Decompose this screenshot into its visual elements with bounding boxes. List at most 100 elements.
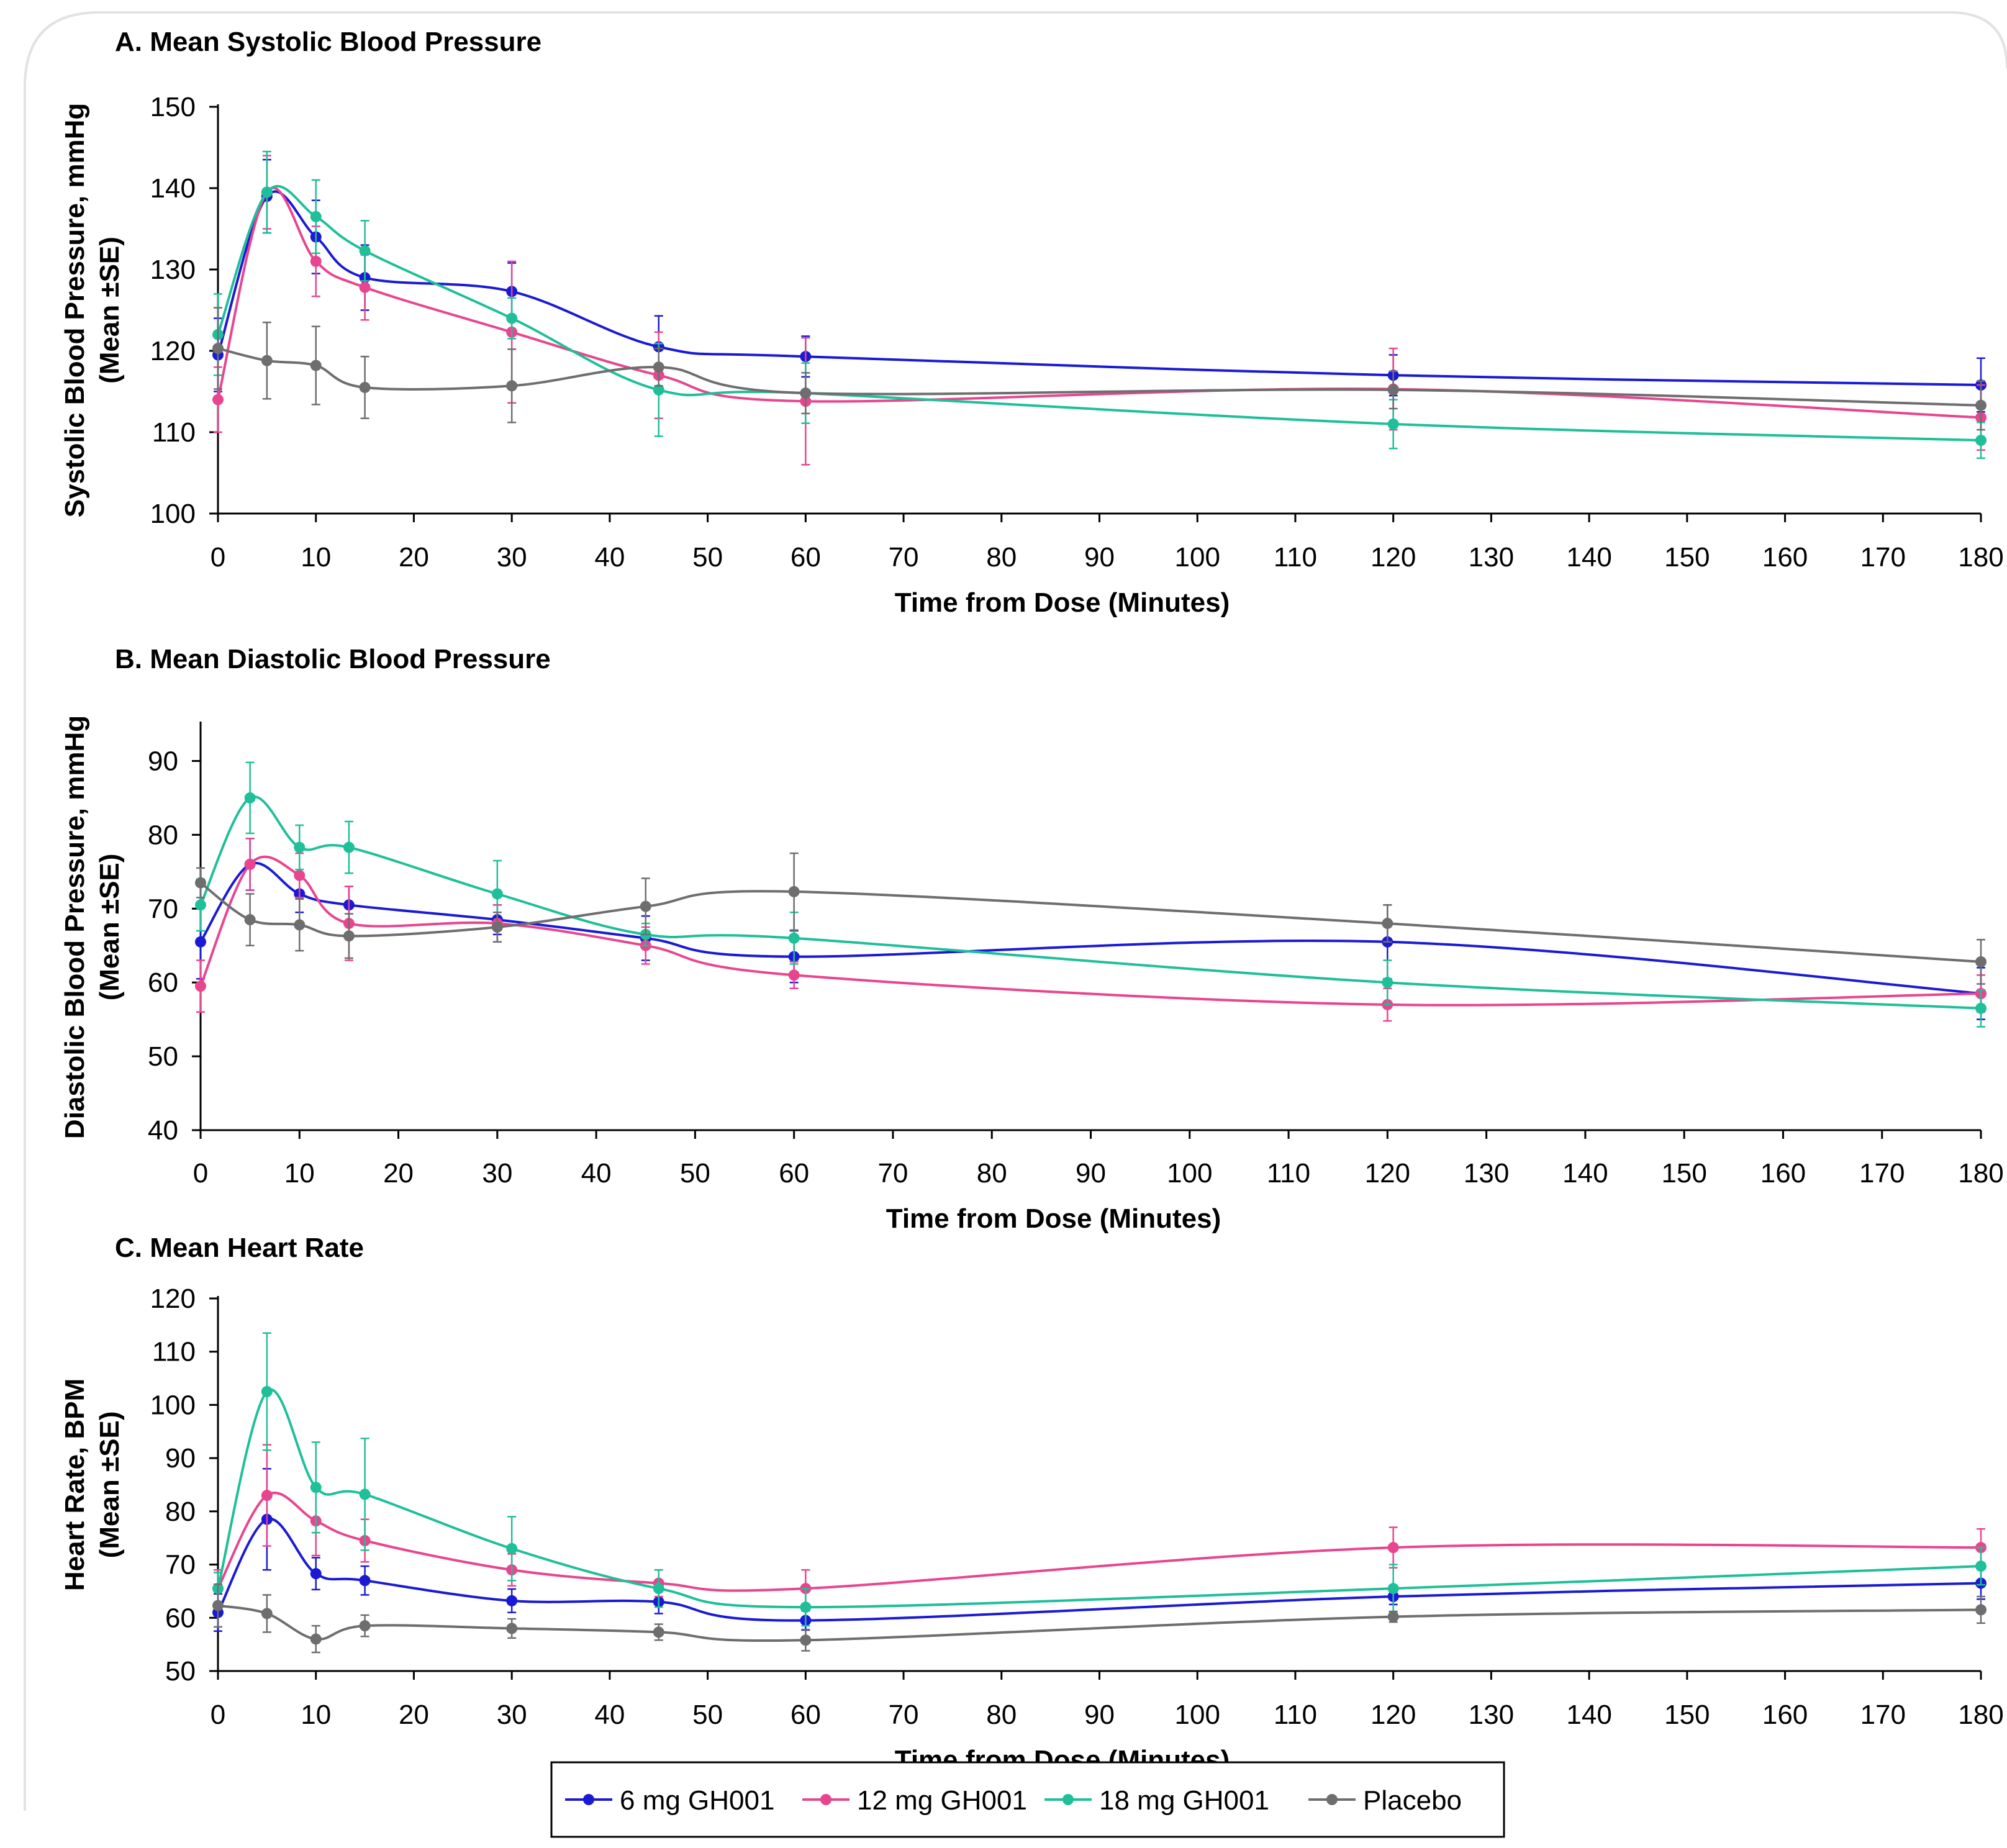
- data-point: [506, 1623, 518, 1634]
- x-tick-label: 80: [986, 1700, 1017, 1730]
- y-tick-label: 90: [148, 746, 178, 776]
- x-tick-label: 160: [1762, 1700, 1808, 1730]
- data-point: [359, 1488, 371, 1500]
- y-tick-label: 110: [152, 1337, 196, 1367]
- x-tick-label: 40: [581, 1158, 612, 1189]
- x-tick-label: 50: [680, 1158, 710, 1189]
- legend-marker: [820, 1794, 831, 1805]
- data-point: [491, 922, 503, 933]
- data-point: [310, 1482, 322, 1493]
- x-tick-label: 30: [497, 1700, 527, 1730]
- y-axis-label-line1: Heart Rate, BPM: [60, 1379, 90, 1591]
- series-18-mg-gh001: [195, 761, 1987, 1028]
- y-tick-label: 60: [165, 1603, 196, 1633]
- series-6-mg-gh001: [212, 158, 1987, 413]
- legend-items: 6 mg GH001 12 mg GH001 18 mg GH001 Placebo: [565, 1785, 1462, 1816]
- x-tick-label: 130: [1464, 1158, 1509, 1189]
- y-tick-label: 110: [152, 417, 196, 448]
- data-point: [195, 899, 206, 911]
- y-tick-label: 80: [165, 1497, 196, 1527]
- data-point: [261, 186, 273, 198]
- x-tick-label: 40: [594, 542, 625, 573]
- y-axis-label-line1: Systolic Blood Pressure, mmHg: [60, 103, 90, 518]
- data-point: [195, 936, 206, 948]
- chart-panel-1: A. Mean Systolic Blood Pressure 100 110 120…: [60, 27, 2004, 618]
- x-tick-label: 90: [1076, 1158, 1106, 1189]
- series-line: [217, 1517, 1982, 1622]
- data-point: [1975, 399, 1987, 411]
- x-tick-label: 80: [977, 1158, 1007, 1189]
- data-point: [653, 1626, 664, 1638]
- x-tick-label: 60: [779, 1158, 809, 1189]
- series-line: [217, 1388, 1982, 1609]
- y-tick-label: 50: [148, 1041, 178, 1072]
- series-6-mg-gh001: [212, 1468, 1987, 1632]
- data-point: [1387, 1611, 1399, 1623]
- data-point: [640, 900, 651, 912]
- x-tick-label: 180: [1958, 1700, 2003, 1730]
- data-point: [310, 1568, 322, 1580]
- series-line: [217, 185, 1982, 442]
- y-tick-label: 50: [165, 1656, 196, 1687]
- x-tick-label: 170: [1860, 542, 1906, 573]
- y-tick-label: 130: [150, 255, 196, 285]
- series-line: [199, 861, 1982, 995]
- x-tick-label: 100: [1175, 542, 1220, 573]
- figure-frame: [24, 11, 2007, 1811]
- chart-title: B. Mean Diastolic Blood Pressure: [115, 644, 551, 674]
- x-tick-label: 10: [284, 1158, 315, 1189]
- x-tick-label: 180: [1958, 1158, 2003, 1189]
- data-point: [359, 245, 371, 256]
- data-point: [212, 394, 224, 405]
- x-tick-label: 140: [1566, 542, 1611, 573]
- legend-marker: [1062, 1794, 1074, 1805]
- x-tick-label: 110: [1267, 1158, 1310, 1189]
- x-tick-label: 150: [1661, 1158, 1706, 1189]
- data-point: [1387, 418, 1399, 430]
- x-tick-label: 20: [383, 1158, 414, 1189]
- legend-item: 12 mg GH001: [802, 1785, 1027, 1816]
- x-tick-label: 0: [193, 1158, 208, 1189]
- x-tick-label: 30: [482, 1158, 512, 1189]
- y-tick-label: 100: [150, 499, 196, 529]
- x-tick-label: 180: [1958, 542, 2003, 573]
- data-point: [261, 355, 273, 366]
- x-tick-label: 70: [889, 1700, 919, 1730]
- x-tick-label: 20: [399, 542, 429, 573]
- series-placebo: [195, 852, 1987, 985]
- chart-panel-2: B. Mean Diastolic Blood Pressure 40 50 60 70…: [60, 644, 2004, 1234]
- x-tick-label: 120: [1370, 542, 1416, 573]
- data-point: [359, 281, 371, 293]
- x-tick-label: 10: [301, 1700, 331, 1730]
- x-tick-label: 100: [1175, 1700, 1220, 1730]
- y-tick-label: 90: [165, 1443, 196, 1474]
- series-line: [217, 347, 1982, 407]
- series-line: [199, 855, 1982, 1007]
- x-tick-label: 170: [1860, 1700, 1906, 1730]
- data-point: [195, 981, 206, 992]
- data-point: [788, 932, 800, 944]
- x-tick-label: 130: [1469, 542, 1514, 573]
- x-tick-label: 120: [1370, 1700, 1416, 1730]
- series-18-mg-gh001: [212, 150, 1987, 460]
- x-axis-label: Time from Dose (Minutes): [895, 587, 1230, 618]
- data-point: [294, 919, 306, 931]
- legend-marker: [1326, 1794, 1338, 1805]
- chart-title: A. Mean Systolic Blood Pressure: [115, 27, 541, 57]
- y-axis-label: Heart Rate, BPM (Mean ±SE): [60, 1379, 125, 1591]
- data-point: [788, 969, 800, 981]
- data-point: [310, 211, 322, 222]
- data-point: [506, 312, 518, 324]
- series-placebo: [212, 307, 1987, 431]
- legend-item: Placebo: [1308, 1785, 1462, 1816]
- data-point: [1975, 1002, 1987, 1014]
- data-point: [1387, 1542, 1399, 1554]
- data-point: [788, 886, 800, 897]
- data-point: [1975, 956, 1987, 967]
- y-tick-label: 120: [150, 336, 196, 366]
- data-point: [800, 1601, 812, 1613]
- x-tick-label: 0: [211, 1700, 225, 1730]
- x-tick-label: 140: [1562, 1158, 1608, 1189]
- x-tick-label: 160: [1762, 542, 1808, 573]
